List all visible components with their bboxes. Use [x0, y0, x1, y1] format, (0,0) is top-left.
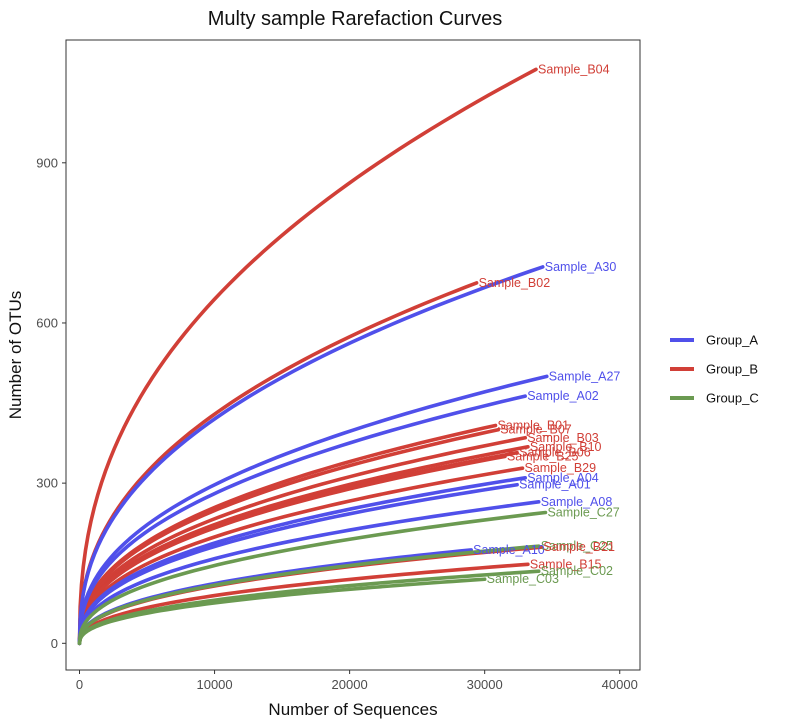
x-tick-label: 20000 [332, 677, 368, 692]
sample-label-layer: Sample_B04 Sample_A30 Sample_B02 Sample_A27… [473, 62, 620, 586]
rarefaction-curve [77, 394, 527, 646]
y-tick-label: 300 [36, 476, 58, 491]
sample-label: Sample_B25 [507, 449, 579, 463]
y-tick-label: 900 [36, 155, 58, 170]
legend-label: Group_A [706, 333, 758, 348]
x-axis-title: Number of Sequences [268, 700, 437, 719]
y-tick-label: 600 [36, 315, 58, 330]
rarefaction-curve [77, 454, 507, 646]
sample-label: Sample_A02 [527, 389, 599, 403]
sample-label: Sample_B15 [530, 557, 602, 571]
x-tick-label: 0 [76, 677, 83, 692]
rarefaction-curve [77, 510, 548, 646]
rarefaction-curve [77, 466, 525, 646]
sample-label: Sample_B10 [530, 440, 602, 454]
sample-label: Sample_A27 [549, 369, 621, 383]
sample-label: Sample_A10 [473, 543, 545, 557]
rarefaction-curve [77, 435, 527, 646]
sample-label: Sample_B21 [543, 540, 615, 554]
rarefaction-curve [77, 427, 500, 646]
sample-label: Sample_A01 [519, 478, 591, 492]
sample-label: Sample_B29 [524, 461, 596, 475]
sample-label: Sample_A04 [527, 471, 599, 485]
axes-layer: 0 10000 20000 30000 40000 0 300 600 900 [36, 155, 638, 692]
sample-label: Sample_C27 [547, 506, 619, 520]
sample-label: Sample_A30 [545, 260, 617, 274]
chart-title: Multy sample Rarefaction Curves [208, 8, 503, 30]
x-tick-label: 10000 [196, 677, 232, 692]
sample-label: Sample_B07 [500, 423, 572, 437]
rarefaction-curve [77, 562, 530, 646]
sample-label: Sample_B04 [538, 62, 610, 76]
sample-label: Sample_B02 [479, 276, 551, 290]
y-axis-title: Number of OTUs [6, 291, 25, 419]
sample-label: Sample_B01 [497, 418, 569, 432]
legend-label: Group_C [706, 391, 759, 406]
rarefaction-curve [77, 482, 519, 646]
legend: Group_A Group_B Group_C [670, 333, 759, 406]
sample-label: Sample_C03 [487, 572, 559, 586]
sample-label: Sample_B06 [519, 446, 591, 460]
sample-label: Sample_A08 [541, 495, 613, 509]
rarefaction-curve [77, 500, 541, 646]
x-tick-label: 30000 [467, 677, 503, 692]
rarefaction-curve [77, 265, 545, 646]
x-tick-label: 40000 [602, 677, 638, 692]
rarefaction-curve [77, 577, 487, 646]
curve-layer [77, 67, 549, 646]
legend-label: Group_B [706, 362, 758, 377]
y-tick-label: 0 [51, 636, 58, 651]
rarefaction-curve [77, 67, 538, 646]
rarefaction-curve [77, 374, 549, 646]
rarefaction-curve [77, 544, 541, 646]
sample-label: Sample_C25 [541, 539, 613, 553]
sample-label: Sample_C02 [541, 564, 613, 578]
sample-label: Sample_B03 [527, 431, 599, 445]
